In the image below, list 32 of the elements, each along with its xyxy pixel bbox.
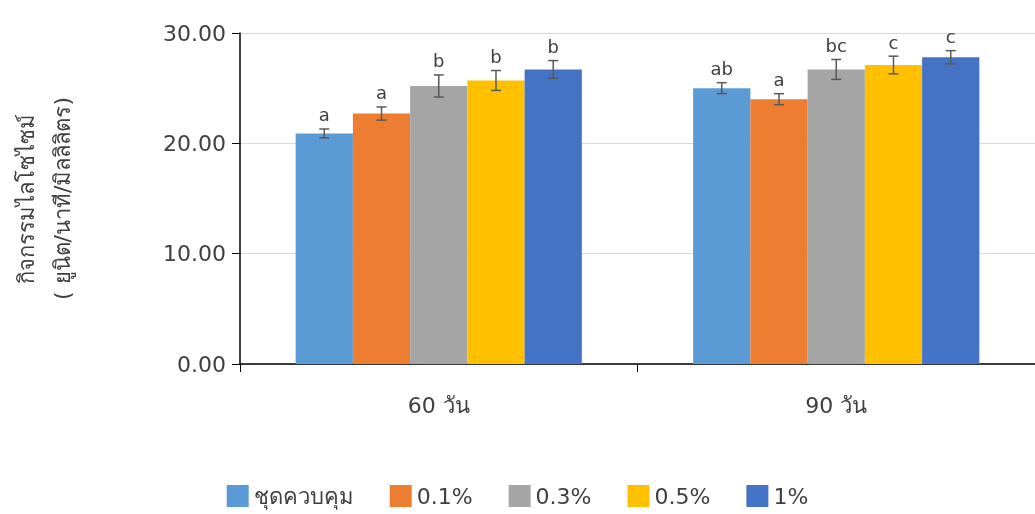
legend-label: 0.3% [535,483,592,509]
data-label: b [490,46,502,68]
bar [467,80,525,364]
y-tick-label: 10.00 [163,241,226,267]
bar [807,69,865,364]
x-tick-label: 90 วัน [805,392,868,418]
data-label: a [375,82,388,104]
y-tick-label: 20.00 [163,130,226,156]
legend-label: 1% [773,483,809,509]
legend-label: 0.1% [416,483,473,509]
bar [410,85,468,364]
y-axis-title: กิจกรรมไลโซไซม์ ( ยูนิต/นาที/มิลลิลิตร) [13,97,76,300]
data-label: c [945,26,956,48]
bar [693,88,751,364]
legend-label: ชุดควบคุม [253,483,354,510]
y-tick-label: 0.00 [177,351,226,377]
bar [922,57,980,364]
bar [295,133,353,364]
legend-label: 0.5% [654,483,711,509]
x-tick-label: 60 วัน [407,392,470,418]
data-label: c [888,31,899,53]
data-label: b [547,36,559,58]
data-label: ab [710,58,733,80]
bar [352,113,411,364]
data-label: b [433,50,445,72]
bar [524,69,582,364]
y-tick-label: 30.00 [163,20,226,46]
bar [750,99,808,364]
bar [864,65,923,364]
data-label: bc [825,34,847,56]
data-label: a [318,104,330,126]
data-label: a [773,69,785,91]
